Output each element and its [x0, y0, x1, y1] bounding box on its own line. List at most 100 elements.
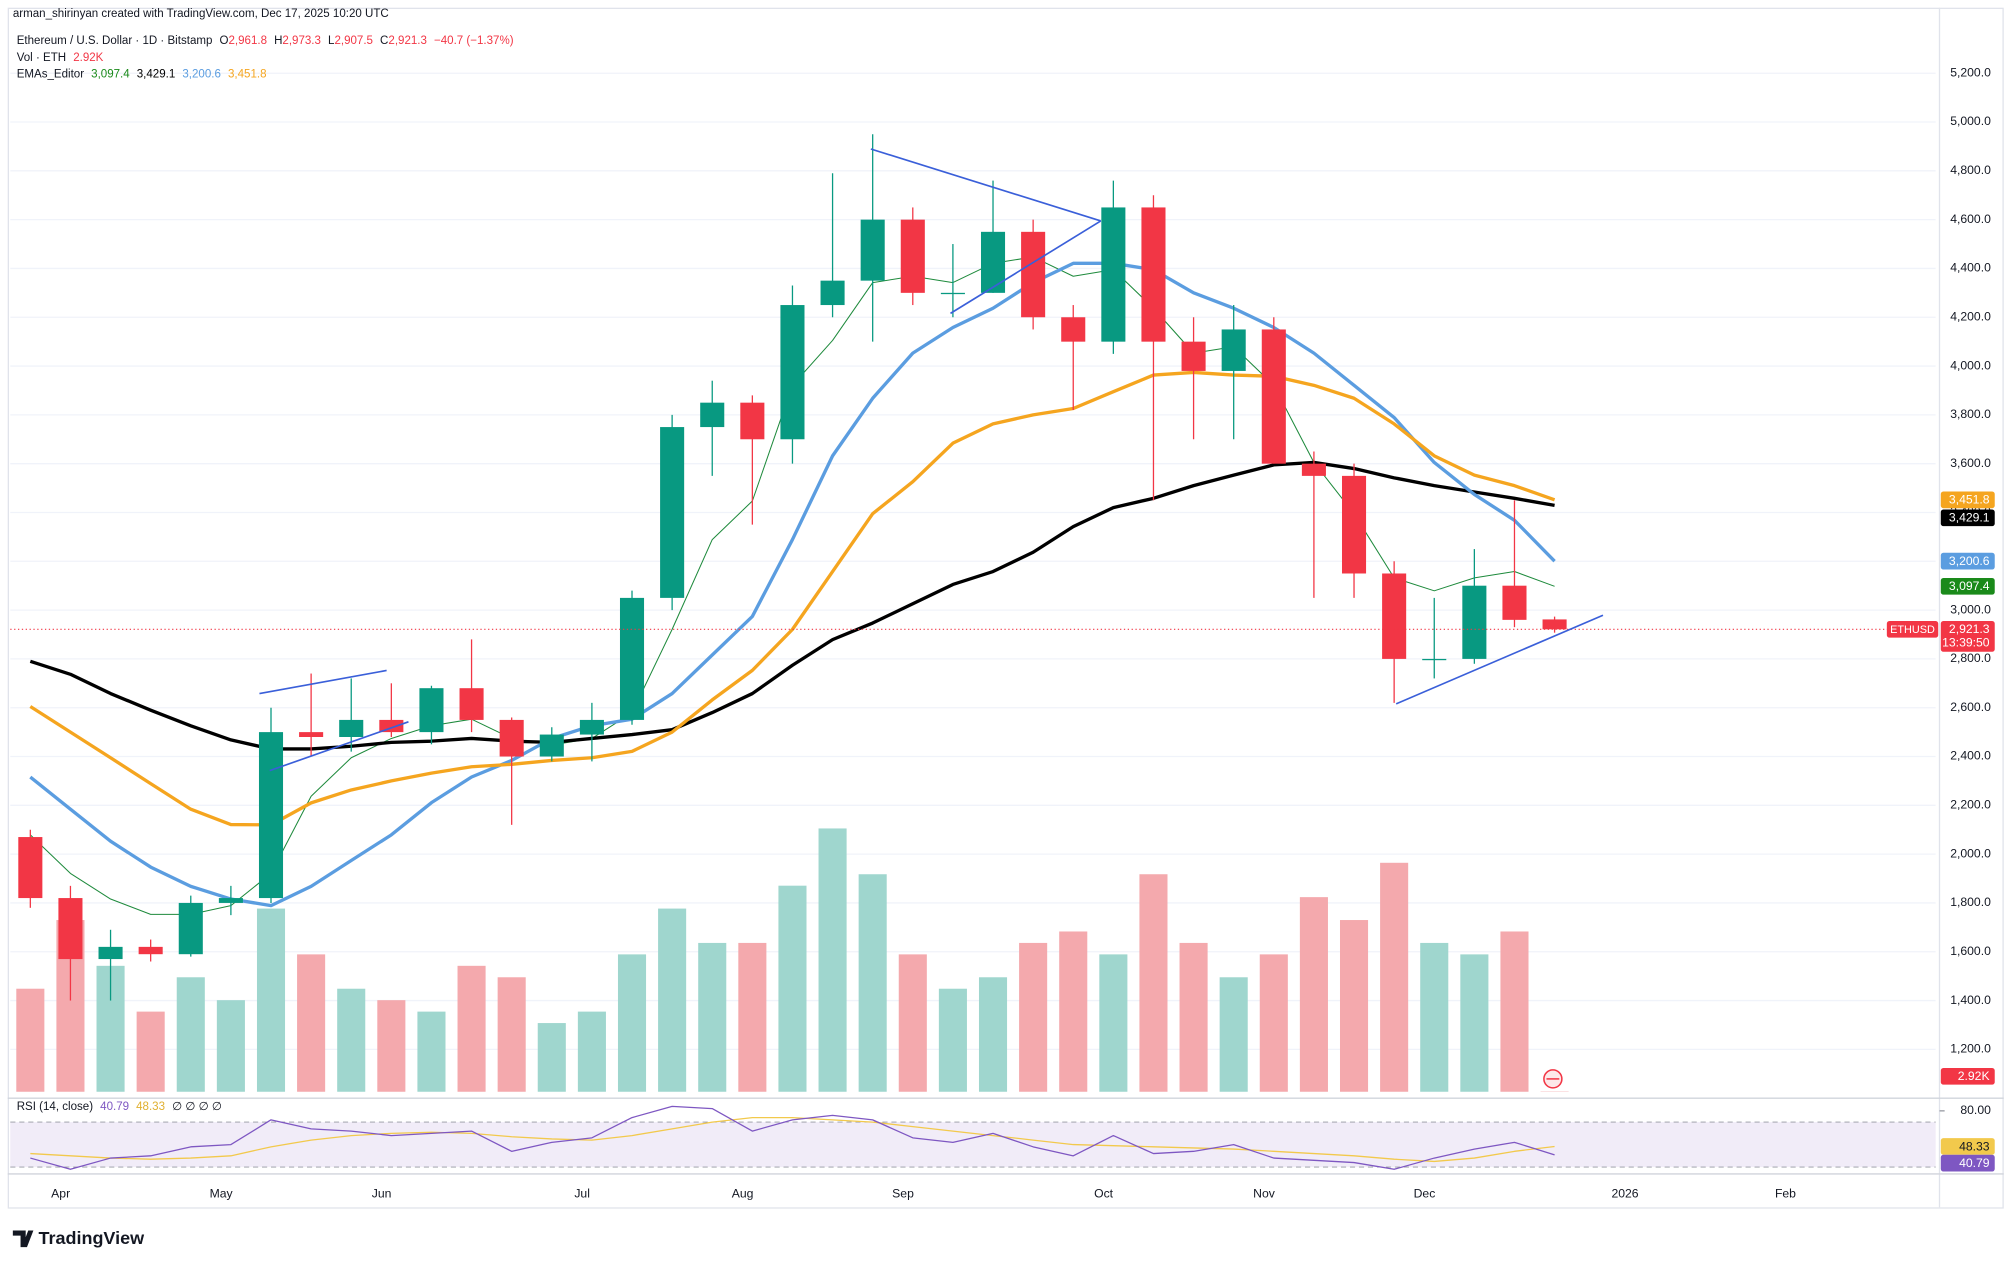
candle-body: [299, 732, 324, 737]
candle-body: [980, 231, 1006, 293]
candle-body: [1141, 207, 1166, 342]
price-tag: 3,429.1: [1940, 509, 1995, 527]
y-tick-label: 4,800.0: [1950, 163, 1991, 177]
price-tag-label: 2.92K: [1958, 1069, 1990, 1083]
price-tag: 3,200.6: [1940, 552, 1995, 570]
volume-bar: [1500, 931, 1529, 1092]
candle-body: [700, 402, 725, 428]
trendline: [1395, 614, 1604, 705]
trendline: [259, 669, 387, 695]
ohlc-value: 2,973.3: [282, 35, 321, 47]
y-tick-label: 4,400.0: [1950, 261, 1991, 275]
volume-bar: [1259, 954, 1288, 1092]
volume-bar: [176, 977, 205, 1092]
y-tick-label: 3,000.0: [1950, 602, 1991, 616]
price-tag: 40.79: [1940, 1154, 1995, 1172]
volume-value: 2.92K: [73, 52, 103, 64]
rsi-layer: 80.00: [10, 1103, 1991, 1170]
trendline: [870, 148, 1102, 222]
y-tick-label: 2,200.0: [1950, 798, 1991, 812]
price-tag-box: [1940, 620, 1995, 652]
candle-body: [539, 734, 564, 757]
candle-body: [1261, 329, 1286, 464]
candle-body: [1301, 463, 1326, 476]
price-tag: 3,451.8: [1940, 491, 1995, 509]
volume-bar: [1019, 942, 1048, 1092]
x-tick-label: Oct: [1094, 1187, 1114, 1201]
brand: TradingView: [12, 1228, 146, 1248]
trendlines: [259, 148, 1604, 772]
symbol: Ethereum / U.S. Dollar · 1D · Bitstamp: [17, 35, 213, 47]
price-tag: 48.33: [1940, 1138, 1995, 1155]
alert-icon: [1543, 1069, 1563, 1089]
rsi-extra: ∅ ∅ ∅ ∅: [172, 1101, 222, 1113]
volume-bar: [978, 977, 1008, 1092]
candle-body: [1221, 329, 1246, 371]
candle-body: [1341, 475, 1367, 574]
ema-value: 3,429.1: [137, 69, 176, 81]
volume-bar: [1380, 862, 1409, 1092]
candle-body: [178, 902, 203, 955]
rsi-title: RSI (14, close): [17, 1101, 94, 1113]
price-tag-label: 3,451.8: [1949, 493, 1990, 507]
rsi-tick-label: 80.00: [1960, 1103, 1991, 1117]
y-tick-label: 3,600.0: [1950, 456, 1991, 470]
rsi-line: [30, 1105, 1555, 1170]
candle-body: [1382, 573, 1407, 659]
candle-body: [218, 898, 243, 903]
brand-logo: [12, 1230, 34, 1248]
rsi-ma-line: [30, 1116, 1555, 1163]
candle-body: [740, 402, 765, 440]
y-tick-label: 5,200.0: [1950, 65, 1991, 79]
change: −40.7 (−1.37%): [434, 35, 514, 47]
ema-line: [29, 261, 1556, 908]
volume-bar: [1339, 920, 1369, 1092]
ohlc-key: O: [219, 35, 228, 47]
candle-body: [1422, 658, 1447, 661]
ema-title: EMAs_Editor: [17, 69, 85, 81]
candle-body: [900, 219, 925, 293]
price-tag: 3,097.4: [1940, 577, 1995, 595]
ema-layer: [29, 256, 1556, 915]
volume-layer: [16, 828, 1569, 1092]
volume-bar: [738, 942, 767, 1092]
candle-body: [18, 837, 43, 899]
brand-name: TradingView: [39, 1228, 146, 1248]
rsi-value: 40.79: [100, 1101, 129, 1113]
volume-bar: [497, 977, 526, 1092]
volume-legend: Vol · ETH 2.92K: [17, 52, 104, 64]
price-tag-box: [1940, 1067, 1995, 1085]
volume-bar: [778, 885, 807, 1092]
y-tick-label: 2,400.0: [1950, 749, 1991, 763]
price-tag-label: 3,200.6: [1949, 554, 1990, 568]
volume-bar: [216, 1000, 245, 1092]
volume-bar: [1099, 954, 1128, 1092]
candle-body: [459, 688, 484, 720]
volume-bar: [818, 828, 847, 1092]
ema-legend: EMAs_Editor 3,097.4 3,429.1 3,200.6 3,45…: [17, 69, 267, 81]
y-tick-label: 3,800.0: [1950, 407, 1991, 421]
volume-bar: [938, 988, 967, 1092]
ema-line: [29, 370, 1556, 827]
price-tag-label: 3,429.1: [1949, 511, 1990, 525]
candle-body: [940, 292, 965, 295]
ohlc-value: 2,961.8: [228, 35, 267, 47]
y-tick-label: 2,800.0: [1950, 651, 1991, 665]
countdown-label: 13:39:50: [1942, 636, 1990, 650]
volume-bar: [858, 874, 887, 1092]
y-tick-label: 4,600.0: [1950, 212, 1991, 226]
price-tag-box: [1940, 577, 1995, 595]
price-tag-label: 40.79: [1959, 1156, 1990, 1170]
ohlc-key: L: [328, 35, 335, 47]
tag-layer: 3,451.8 3,429.1 3,200.6 3,097.4 ETHUSD 2,921.…: [1886, 491, 1995, 1172]
volume-bar: [16, 988, 45, 1092]
volume-bar: [136, 1011, 165, 1092]
y-tick-label: 1,600.0: [1950, 944, 1991, 958]
attribution: arman_shirinyan created with TradingView…: [13, 8, 389, 20]
candle-body: [379, 719, 404, 733]
x-tick-label: Dec: [1414, 1187, 1436, 1201]
price-tag-box: [1940, 1138, 1995, 1155]
volume-bar: [658, 908, 687, 1092]
